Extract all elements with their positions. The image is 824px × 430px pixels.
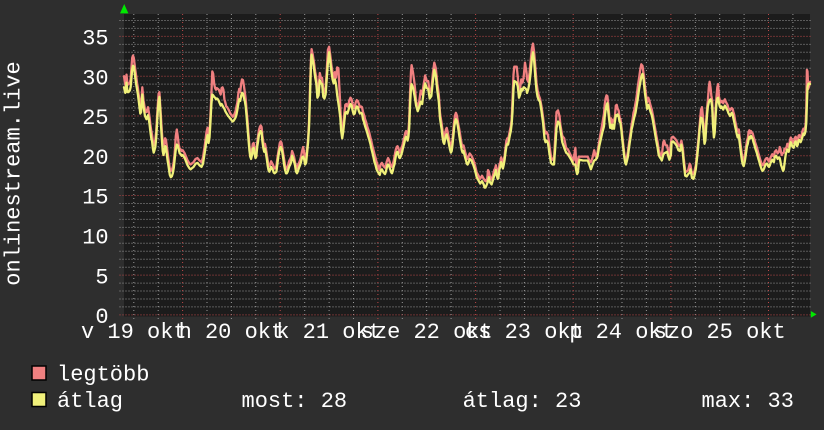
svg-text:0: 0	[95, 305, 108, 330]
svg-text:onlinestream.live: onlinestream.live	[2, 61, 27, 285]
svg-text:szo 25 okt: szo 25 okt	[654, 320, 786, 345]
svg-text:átlag: 23: átlag: 23	[463, 389, 582, 414]
svg-text:p 24 okt: p 24 okt	[569, 320, 675, 345]
svg-text:most: 28: most: 28	[242, 389, 348, 414]
svg-text:15: 15	[82, 186, 108, 211]
svg-text:10: 10	[82, 226, 108, 251]
svg-text:átlag: átlag	[57, 389, 123, 414]
svg-text:30: 30	[82, 66, 108, 91]
svg-text:k 21 okt: k 21 okt	[276, 320, 382, 345]
svg-text:5: 5	[95, 265, 108, 290]
svg-text:legtöbb: legtöbb	[57, 363, 149, 388]
svg-text:35: 35	[82, 27, 108, 52]
svg-text:cs 23 okt: cs 23 okt	[465, 320, 584, 345]
svg-text:20: 20	[82, 146, 108, 171]
svg-text:v 19 okt: v 19 okt	[81, 320, 187, 345]
svg-text:25: 25	[82, 106, 108, 131]
svg-text:sze 22 okt: sze 22 okt	[361, 320, 493, 345]
svg-text:h 20 okt: h 20 okt	[179, 320, 285, 345]
svg-text:max: 33: max: 33	[702, 389, 794, 414]
